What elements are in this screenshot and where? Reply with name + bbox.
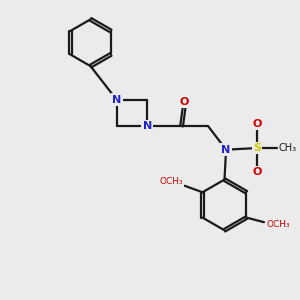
Text: CH₃: CH₃ [278,143,296,153]
Text: OCH₃: OCH₃ [266,220,290,229]
Text: O: O [252,167,262,177]
Text: OCH₃: OCH₃ [160,177,183,186]
Text: N: N [143,121,152,131]
Text: N: N [112,94,121,105]
Text: O: O [252,119,262,129]
Text: O: O [179,97,189,106]
Text: N: N [221,145,231,155]
Text: S: S [253,143,261,153]
